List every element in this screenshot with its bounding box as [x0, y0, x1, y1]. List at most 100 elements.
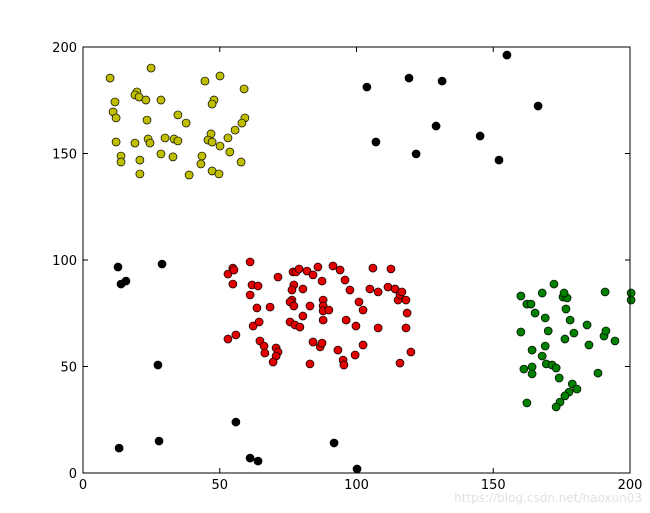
- x-tick-label: 50: [211, 478, 228, 493]
- point: [516, 327, 526, 337]
- point: [135, 155, 145, 165]
- point: [411, 149, 421, 159]
- point: [554, 373, 564, 383]
- point: [105, 73, 115, 83]
- point: [111, 113, 121, 123]
- point: [533, 101, 543, 111]
- point: [354, 297, 364, 307]
- point: [362, 82, 372, 92]
- point: [341, 315, 351, 325]
- x-tick-label: 200: [618, 478, 643, 493]
- point: [153, 360, 163, 370]
- point: [308, 270, 318, 280]
- point: [502, 50, 512, 60]
- point: [110, 97, 120, 107]
- point: [207, 137, 217, 147]
- point: [402, 308, 412, 318]
- point: [527, 345, 537, 355]
- point: [116, 157, 126, 167]
- point: [154, 436, 164, 446]
- point: [111, 137, 121, 147]
- point: [239, 84, 249, 94]
- point: [329, 438, 339, 448]
- point: [345, 285, 355, 295]
- point: [317, 276, 327, 286]
- y-tick-label: 150: [52, 148, 77, 163]
- point: [237, 118, 247, 128]
- point: [565, 315, 575, 325]
- point: [265, 302, 275, 312]
- point: [397, 287, 407, 297]
- point: [561, 304, 571, 314]
- point: [350, 350, 360, 360]
- point: [519, 364, 529, 374]
- point: [298, 311, 308, 321]
- point: [113, 262, 123, 272]
- point: [156, 149, 166, 159]
- point: [181, 118, 191, 128]
- point: [522, 398, 532, 408]
- watermark: https://blog.csdn.net/haoxun03: [454, 491, 642, 505]
- point: [228, 279, 238, 289]
- point: [324, 305, 334, 315]
- point: [294, 264, 304, 274]
- y-tick-label: 200: [52, 41, 77, 56]
- point: [475, 131, 485, 141]
- point: [569, 328, 579, 338]
- point: [560, 391, 570, 401]
- point: [368, 263, 378, 273]
- point: [527, 369, 537, 379]
- point: [373, 287, 383, 297]
- point: [121, 276, 131, 286]
- plot-area: [105, 50, 636, 474]
- point: [173, 110, 183, 120]
- point: [130, 138, 140, 148]
- point: [431, 121, 441, 131]
- y-tick-label: 50: [60, 361, 77, 376]
- point: [358, 340, 368, 350]
- point: [339, 360, 349, 370]
- point: [365, 284, 375, 294]
- point: [156, 95, 166, 105]
- point: [245, 453, 255, 463]
- point: [530, 308, 540, 318]
- point: [318, 315, 328, 325]
- x-tick-label: 0: [79, 478, 87, 493]
- point: [142, 115, 152, 125]
- point: [383, 282, 393, 292]
- point: [540, 341, 550, 351]
- point: [572, 384, 582, 394]
- point: [401, 295, 411, 305]
- point: [260, 348, 270, 358]
- point: [559, 288, 569, 298]
- point: [184, 170, 194, 180]
- point: [313, 262, 323, 272]
- point: [295, 322, 305, 332]
- point: [401, 323, 411, 333]
- point: [253, 281, 263, 291]
- point: [215, 141, 225, 151]
- point: [549, 279, 559, 289]
- point: [526, 299, 536, 309]
- point: [229, 265, 239, 275]
- point: [437, 76, 447, 86]
- point: [551, 363, 561, 373]
- point: [146, 63, 156, 73]
- point: [543, 326, 553, 336]
- point: [157, 259, 167, 269]
- point: [584, 340, 594, 350]
- point: [340, 275, 350, 285]
- x-tick-label: 100: [344, 478, 369, 493]
- point: [537, 288, 547, 298]
- axes-frame: [82, 46, 631, 474]
- point: [197, 151, 207, 161]
- y-tick-label: 0: [69, 467, 77, 482]
- point: [207, 99, 217, 109]
- point: [328, 261, 338, 271]
- point: [600, 287, 610, 297]
- point: [223, 133, 233, 143]
- point: [135, 169, 145, 179]
- point: [173, 136, 183, 146]
- point: [248, 321, 258, 331]
